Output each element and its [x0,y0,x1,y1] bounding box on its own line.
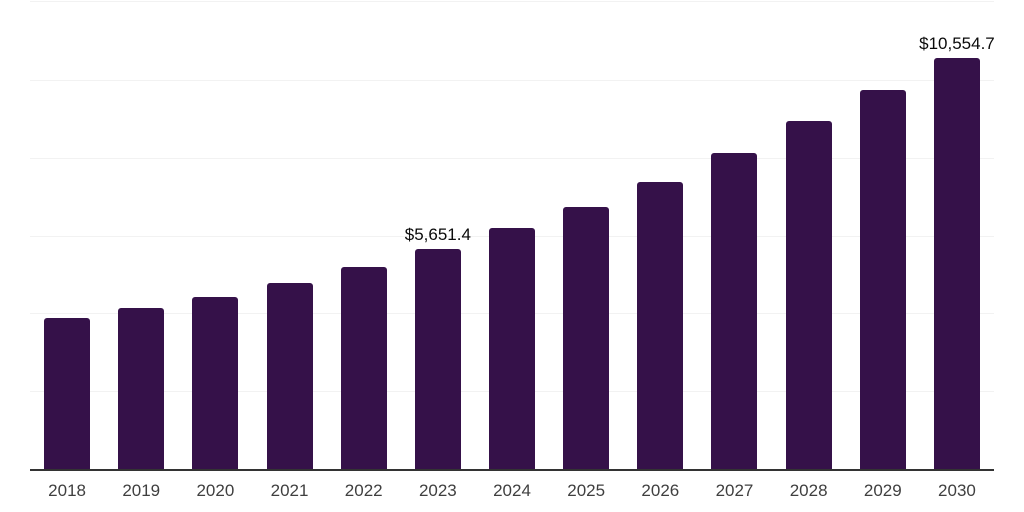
bar-slot-2022 [327,2,401,469]
bar-2021 [266,282,313,469]
bar-2025 [563,207,610,469]
bar-2030: $10,554.7 [919,34,995,469]
bar-value-label-2023: $5,651.4 [404,225,471,245]
bar-2029 [859,89,906,469]
bar-slot-2021 [252,2,326,469]
x-tick-label-2019: 2019 [122,481,161,500]
plot-area: $5,651.4 $10,554.7 [30,1,995,471]
x-tick-label-2027: 2027 [715,481,754,500]
x-tick-label-2030: 2030 [938,481,976,500]
bar-slot-2023: $5,651.4 [401,2,475,469]
bar-series: $5,651.4 $10,554.7 [30,2,995,469]
bar-slot-2018 [30,2,104,469]
bar-slot-2019 [104,2,178,469]
x-tick-label-2028: 2028 [789,481,828,500]
bar-slot-2026 [623,2,697,469]
bar-2026 [637,181,684,469]
x-tick-label-2021: 2021 [270,481,309,500]
bar-value-label-2030: $10,554.7 [919,34,995,54]
x-tick-label-2020: 2020 [196,481,235,500]
bar-2023: $5,651.4 [405,225,471,469]
x-tick-label-2026: 2026 [641,481,680,500]
bar-2024 [489,228,536,469]
gridline [30,79,994,81]
x-tick-label-2024: 2024 [493,481,531,500]
bar-2019 [118,307,165,469]
bar-slot-2024 [475,2,549,469]
bar-2022 [340,267,387,469]
bar-2020 [192,297,239,469]
x-tick-label-2018: 2018 [48,481,86,500]
x-tick-label-2029: 2029 [863,481,902,500]
bar-2027 [711,152,758,469]
x-tick-label-2022: 2022 [344,481,383,500]
x-tick-label-2025: 2025 [567,481,606,500]
gridline [30,157,994,159]
x-tick-label-2023: 2023 [418,481,457,500]
bar-slot-2029 [846,2,920,469]
bar-slot-2028 [772,2,846,469]
x-axis-labels: 2018 2019 2020 2021 2022 2023 2024 2025 2026 2027… [30,478,994,504]
bar-2028 [785,120,832,469]
bar-slot-2027 [697,2,771,469]
bar-slot-2020 [178,2,252,469]
bar-2018 [44,317,91,469]
bar-slot-2025 [549,2,623,469]
bar-slot-2030: $10,554.7 [919,2,995,469]
